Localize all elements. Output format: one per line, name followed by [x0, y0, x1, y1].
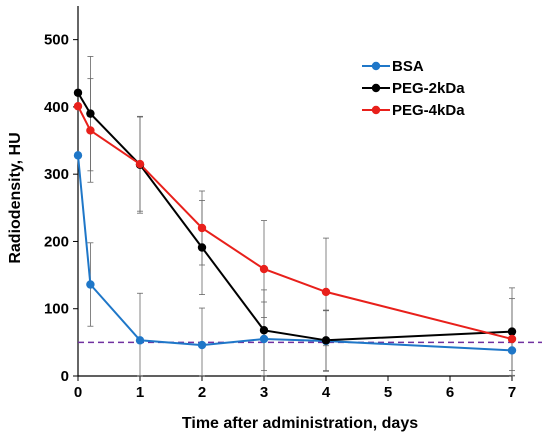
data-point-peg-4kda: [73, 102, 83, 111]
data-point-peg-2kda: [86, 109, 95, 118]
data-point-peg-4kda: [321, 287, 331, 297]
legend-label-peg-4kda: PEG-4kDa: [392, 102, 465, 119]
x-tick-label: 3: [260, 384, 268, 401]
data-point-bsa: [73, 151, 83, 160]
data-point-peg-2kda: [197, 243, 207, 252]
x-tick-label: 5: [384, 384, 392, 401]
data-point-bsa: [197, 340, 207, 350]
data-point-bsa: [507, 346, 517, 355]
x-tick-label: 4: [322, 384, 331, 401]
y-tick-label: 100: [44, 301, 69, 318]
data-point-peg-4kda: [259, 264, 269, 274]
data-point-peg-2kda: [73, 88, 83, 97]
x-tick-label: 6: [446, 384, 454, 401]
data-point-peg-2kda: [259, 326, 269, 335]
series-line-bsa: [77, 155, 513, 352]
legend: BSA PEG-2kDa PEG-4kDa: [362, 58, 465, 119]
data-points: [73, 88, 517, 355]
data-point-bsa: [259, 334, 269, 344]
legend-marker-peg-2kda: [371, 83, 381, 93]
legend-marker-bsa: [371, 61, 381, 71]
x-tick-label: 1: [136, 384, 144, 401]
legend-label-bsa: BSA: [392, 58, 424, 75]
data-point-peg-4kda: [197, 223, 207, 233]
series-line-peg-2kda: [77, 92, 513, 342]
x-tick-label: 2: [198, 384, 206, 401]
y-tick-label: 200: [44, 233, 69, 250]
x-tick-label: 0: [74, 384, 82, 401]
y-axis-label: Radiodensity, HU: [7, 132, 24, 263]
y-tick-label: 400: [44, 99, 69, 116]
y-tick-label: 500: [44, 32, 69, 49]
data-point-peg-2kda: [507, 327, 517, 336]
data-point-peg-4kda: [507, 334, 517, 344]
x-tick-label: 7: [508, 384, 516, 401]
series-line-peg-4kda: [77, 105, 513, 340]
data-point-peg-2kda: [321, 336, 331, 345]
data-point-bsa: [86, 280, 95, 289]
y-tick-label: 0: [61, 368, 69, 385]
legend-marker-peg-4kda: [371, 105, 381, 115]
series-lines: [77, 92, 513, 352]
axes: 0 100 200 300 400 500 0 1 2 3 4 5 6 7: [44, 6, 516, 401]
data-point-peg-4kda: [86, 126, 95, 135]
data-point-bsa: [135, 336, 145, 345]
x-axis-label: Time after administration, days: [182, 415, 418, 432]
legend-label-peg-2kda: PEG-2kDa: [392, 80, 465, 97]
data-point-peg-4kda: [135, 159, 145, 169]
y-tick-label: 300: [44, 166, 69, 183]
